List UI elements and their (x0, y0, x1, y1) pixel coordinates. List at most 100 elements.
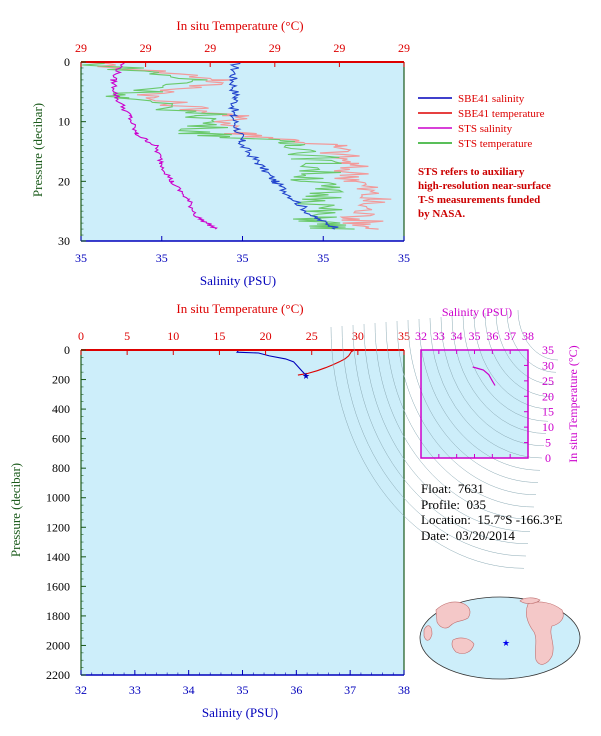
ts-profile-line (472, 366, 496, 386)
top-chart-y-tick-label: 0 (64, 55, 70, 69)
ts-isopycnal-line (484, 312, 553, 397)
ts-isopycnal-line (396, 320, 537, 495)
ts-isopycnals (330, 309, 559, 569)
ts-isopycnal-line (407, 319, 539, 483)
sts-note-line: high-resolution near-surface (418, 180, 551, 192)
top-chart-series (80, 61, 392, 230)
bottom-chart-y-tick-label: 200 (52, 373, 70, 387)
legend-label-3: STS salinity (458, 123, 513, 135)
bottom-chart-top-tick-label: 35 (398, 329, 410, 343)
ts-chart-x-tick-label: 37 (504, 329, 516, 343)
bottom-temperature-line (297, 350, 354, 376)
bottom-salinity-line (236, 350, 307, 376)
sts-note: STS refers to auxiliary high-resolution … (418, 165, 551, 221)
ts-chart-x-tick-label: 34 (451, 329, 463, 343)
top-chart: In situ Temperature (°C) 29 29 29 29 29 29 35… (30, 18, 410, 288)
legend: SBE41 salinity SBE41 temperature STS salin… (418, 93, 545, 150)
ts-chart-x-tick-label: 36 (486, 329, 498, 343)
top-chart-title: In situ Temperature (°C) (176, 18, 303, 33)
map-land-africa (423, 625, 433, 641)
bottom-chart-y-tick-label: 1000 (46, 491, 70, 505)
bottom-chart-ylabel: Pressure (decibar) (8, 463, 23, 557)
map-land-australia (451, 637, 475, 654)
world-map: ★ (419, 596, 581, 680)
ts-chart-y-tick-label: 15 (542, 405, 554, 419)
location-label: Location: (421, 512, 471, 527)
ts-chart-y-tick-label: 35 (542, 343, 554, 357)
profile-row: Profile: 035 (421, 497, 562, 513)
bottom-chart-top-tick-label: 0 (78, 329, 84, 343)
legend-label-1: SBE41 salinity (458, 93, 525, 105)
legend-label-2: SBE41 temperature (458, 108, 545, 120)
bottom-chart-y-tick-label: 2000 (46, 638, 70, 652)
sts-note-line: by NASA. (418, 208, 466, 220)
location-value: 15.7°S -166.3°E (477, 512, 563, 527)
top-chart-ylabel: Pressure (decibar) (30, 103, 45, 197)
top-chart-bottom-tick-label: 35 (156, 251, 168, 265)
ts-isopycnal-line (495, 311, 555, 385)
top-chart-y-tick-label: 30 (58, 234, 70, 248)
top-chart-top-tick-label: 29 (140, 41, 152, 55)
ts-isopycnal-line (506, 310, 557, 373)
bottom-chart-bottom-tick-label: 34 (183, 683, 195, 697)
ts-chart-x-tick-label: 35 (469, 329, 481, 343)
map-land-arctic (519, 597, 541, 604)
top-chart-bottom-tick-label: 35 (237, 251, 249, 265)
float-label: Float: (421, 481, 452, 496)
top-chart-xlabel: Salinity (PSU) (200, 273, 276, 288)
ts-chart-y-tick-label: 25 (542, 374, 554, 388)
bottom-chart-top-tick-label: 5 (124, 329, 130, 343)
top-chart-top-tick-label: 29 (75, 41, 87, 55)
ts-chart-y-tick-label: 10 (542, 420, 554, 434)
profile-value: 035 (466, 496, 487, 512)
ts-chart-y-tick-label: 5 (545, 436, 551, 450)
bottom-chart-top-tick-label: 10 (167, 329, 179, 343)
top-chart-bottom-tick-label: 35 (75, 251, 87, 265)
ts-isopycnal-line (418, 318, 541, 471)
float-value: 7631 (457, 481, 484, 496)
bottom-profile-end-marker-icon: ★ (302, 372, 310, 382)
bottom-chart-y-tick-label: 1400 (46, 550, 70, 564)
ts-isopycnal-line (429, 317, 543, 459)
bottom-chart-y-tick-label: 800 (52, 461, 70, 475)
ts-isopycnal-line (330, 326, 525, 569)
bottom-chart-bottom-tick-label: 37 (344, 683, 356, 697)
ts-isopycnal-line (451, 315, 547, 434)
sts-note-line: STS refers to auxiliary (418, 166, 525, 178)
date-label: Date: (421, 527, 450, 543)
ts-isopycnal-line (363, 323, 531, 532)
ts-chart-x-tick-label: 38 (522, 329, 534, 343)
top-chart-top-tick-label: 29 (269, 41, 281, 55)
bottom-chart-y-tick-label: 600 (52, 432, 70, 446)
ts-isopycnal-line (440, 316, 545, 446)
top-chart-top-tick-label: 29 (398, 41, 410, 55)
top-series-line-2 (80, 61, 392, 230)
legend-label-4: STS temperature (458, 138, 532, 150)
ts-isopycnal-line (473, 313, 551, 410)
ts-chart-y-tick-label: 30 (542, 358, 554, 372)
ts-isopycnal-line (341, 325, 527, 557)
ts-chart-x-tick-label: 32 (415, 329, 427, 343)
location-row: Location: 15.7°S -166.3°E (421, 512, 562, 528)
date-value: 03/20/2014 (455, 527, 515, 543)
bottom-chart-y-tick-label: 2200 (46, 668, 70, 682)
top-chart-y-tick-label: 20 (58, 174, 70, 188)
ts-chart-ylabel: In situ Temperature (°C) (566, 345, 580, 462)
bottom-chart-plot-area (81, 350, 404, 675)
top-chart-bottom-tick-label: 35 (398, 251, 410, 265)
bottom-chart: ★ In situ Temperature (°C) 0 5 10 15 20 25 30 3… (8, 301, 410, 720)
top-chart-y-tick-label: 10 (58, 115, 70, 129)
bottom-chart-xlabel: Salinity (PSU) (202, 705, 278, 720)
bottom-chart-bottom-tick-label: 33 (129, 683, 141, 697)
bottom-chart-bottom-tick-label: 32 (75, 683, 87, 697)
bottom-chart-y-tick-label: 400 (52, 402, 70, 416)
top-chart-top-tick-label: 29 (204, 41, 216, 55)
bottom-chart-y-tick-label: 1800 (46, 609, 70, 623)
map-land-americas (526, 601, 564, 665)
ts-isopycnal-line (517, 309, 559, 361)
bottom-chart-title: In situ Temperature (°C) (176, 301, 303, 316)
top-chart-plot-area (81, 62, 404, 241)
bottom-chart-y-tick-label: 1600 (46, 579, 70, 593)
bottom-chart-top-tick-label: 30 (352, 329, 364, 343)
